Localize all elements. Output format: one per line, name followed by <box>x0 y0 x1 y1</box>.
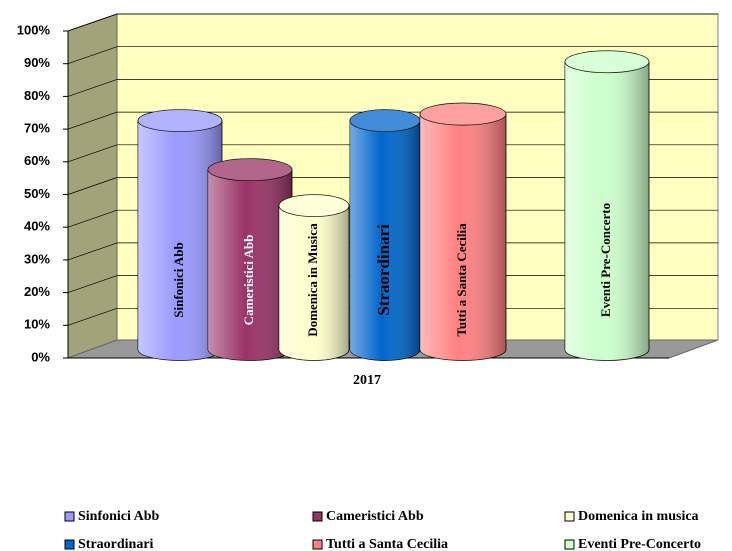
bar-shade <box>420 114 506 361</box>
bar-top <box>278 194 350 218</box>
bar-top <box>137 109 223 132</box>
bar-top <box>419 102 507 126</box>
bar-top-shade <box>138 109 222 132</box>
legend-label: Domenica in musica <box>578 509 699 524</box>
bar-label: Tutti a Santa Cecilia <box>454 223 469 337</box>
grid-line <box>67 275 118 293</box>
legend-swatch <box>312 511 323 522</box>
grid-line <box>67 111 118 130</box>
bar-shade <box>138 120 222 361</box>
bar-label: Cameristici Abb <box>241 235 256 326</box>
legend-swatch <box>564 511 575 522</box>
grid-line <box>67 307 118 326</box>
y-tick-label: 80% <box>24 88 50 103</box>
bar-shade <box>279 205 349 361</box>
y-tick-label: 40% <box>24 219 50 234</box>
legend-label: Tutti a Santa Cecilia <box>326 537 448 551</box>
grid-line <box>67 46 118 65</box>
grid-line <box>67 144 118 163</box>
legend-swatch <box>64 511 75 522</box>
bar-top-shade <box>350 109 420 132</box>
grid-line <box>67 242 118 261</box>
y-tick-label: 70% <box>24 121 50 136</box>
y-tick-label: 100% <box>17 22 51 37</box>
bar-label: Domenica in Musica <box>305 223 320 337</box>
bar-shade <box>565 61 649 361</box>
y-tick-label: 10% <box>24 317 50 332</box>
y-tick-label: 0% <box>31 349 50 364</box>
bar-top <box>207 158 293 182</box>
bar-shade <box>350 120 420 361</box>
y-tick-label: 20% <box>24 284 50 299</box>
legend-swatch <box>64 539 75 550</box>
legend-label: Straordinari <box>78 537 154 551</box>
legend-label: Cameristici Abb <box>326 509 424 524</box>
y-tick-label: 30% <box>24 251 50 266</box>
y-tick-label: 50% <box>24 186 50 201</box>
legend-label: Eventi Pre-Concerto <box>578 537 701 551</box>
bar-label: Straordinari <box>374 224 393 316</box>
x-category-label: 2017 <box>353 373 381 388</box>
grid-line <box>67 13 118 32</box>
bar-label: Sinfonici Abb <box>171 242 186 318</box>
bar-top-shade <box>565 50 649 73</box>
y-tick-label: 90% <box>24 55 50 70</box>
bar-top <box>564 50 650 74</box>
legend-label: Sinfonici Abb <box>78 509 160 524</box>
grid-line <box>67 209 118 228</box>
legend-swatch <box>312 539 323 550</box>
legend-swatch <box>564 539 575 550</box>
bar-top-shade <box>208 158 292 181</box>
bar-top-shade <box>420 103 506 126</box>
bar-shade <box>208 169 292 361</box>
grid-line <box>67 79 118 97</box>
bar-label: Eventi Pre-Concerto <box>598 203 613 317</box>
bar-top-shade <box>279 194 349 217</box>
y-tick-label: 60% <box>24 153 50 168</box>
grid-line <box>67 177 118 195</box>
